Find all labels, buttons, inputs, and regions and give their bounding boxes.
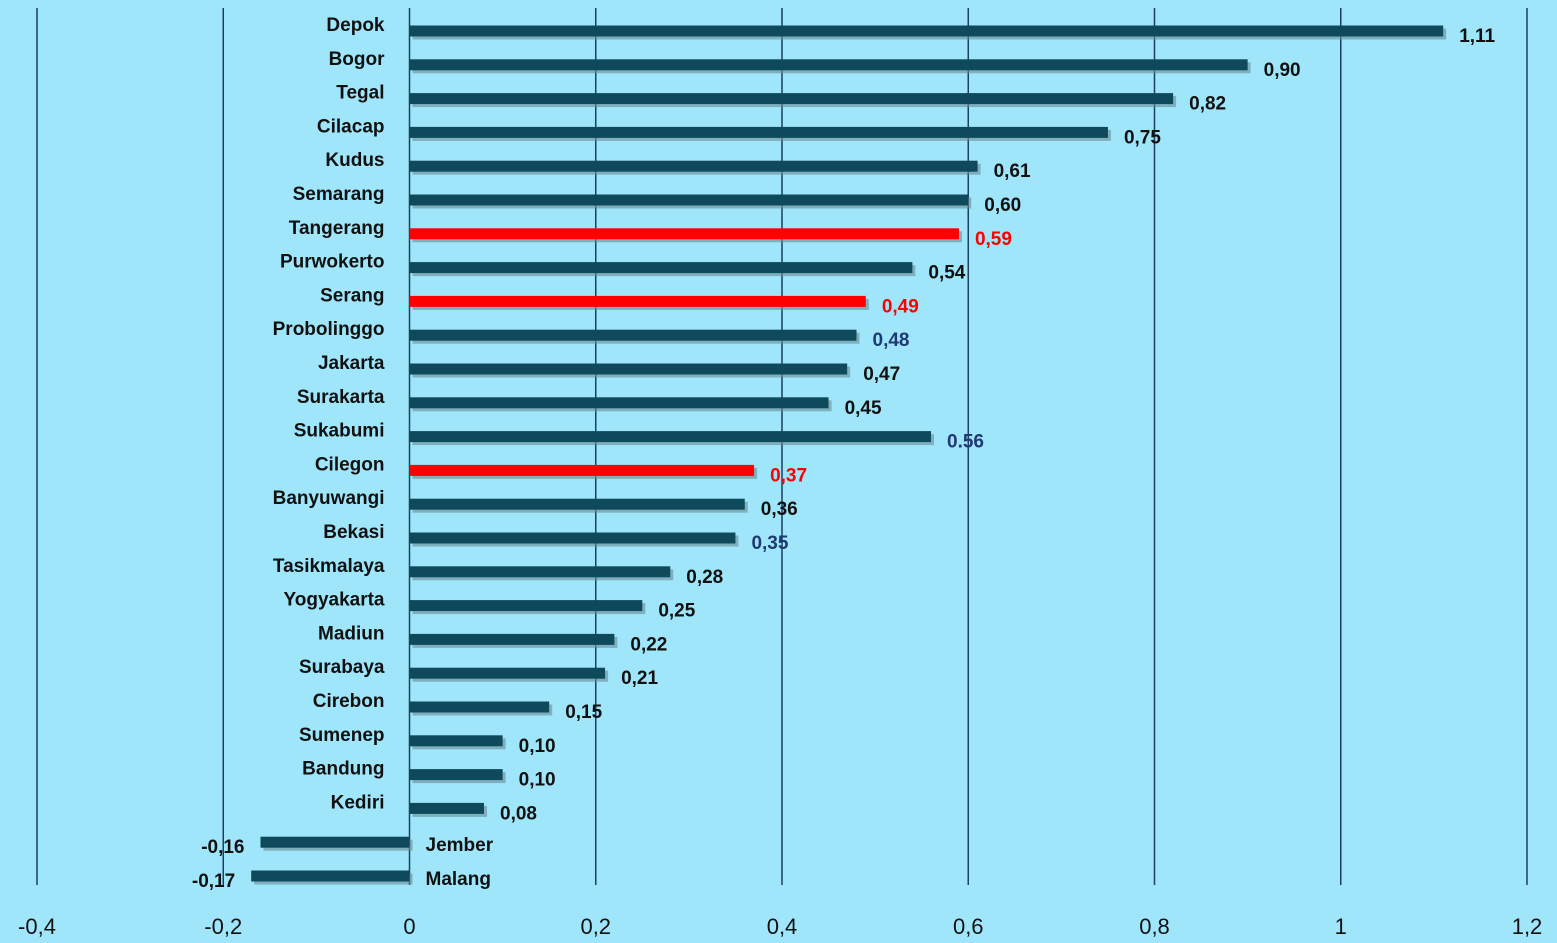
category-label: Purwokerto xyxy=(280,252,385,273)
bar xyxy=(409,667,606,679)
bar xyxy=(409,735,503,747)
category-label: Surakarta xyxy=(297,387,385,408)
bar xyxy=(409,363,848,375)
value-label: 0,10 xyxy=(519,736,556,757)
x-tick-label: -0,2 xyxy=(204,914,242,939)
category-label: Madiun xyxy=(318,623,385,644)
bar xyxy=(409,126,1108,138)
value-label: 0,48 xyxy=(873,330,910,351)
bar xyxy=(409,295,866,307)
x-tick-label: 0 xyxy=(403,914,415,939)
category-label: Sumenep xyxy=(299,725,385,746)
value-label: -0,17 xyxy=(192,871,235,892)
value-label: 0,60 xyxy=(984,195,1021,216)
category-label: Tangerang xyxy=(289,218,385,239)
value-label: 0,54 xyxy=(928,263,965,284)
bar xyxy=(409,701,550,713)
category-label: Banyuwangi xyxy=(273,488,385,509)
value-label: 0,15 xyxy=(565,702,602,723)
category-label: Cilegon xyxy=(315,454,385,475)
bar xyxy=(251,870,410,882)
category-label: Surabaya xyxy=(299,657,385,678)
category-label: Bekasi xyxy=(323,522,384,543)
category-label: Tasikmalaya xyxy=(273,556,385,577)
bar xyxy=(409,498,745,510)
x-tick-label: 0,4 xyxy=(767,914,798,939)
value-label: 1,11 xyxy=(1459,26,1495,47)
value-label: 0.56 xyxy=(947,432,984,453)
category-label: Probolinggo xyxy=(273,319,385,340)
bar xyxy=(409,397,829,409)
bar xyxy=(409,59,1248,71)
bar xyxy=(409,431,931,443)
category-label: Yogyakarta xyxy=(283,590,384,611)
category-label: Sukabumi xyxy=(294,421,385,442)
category-label: Kediri xyxy=(331,792,385,813)
value-label: 0,75 xyxy=(1124,127,1161,148)
bar xyxy=(409,769,503,781)
value-label: 0,45 xyxy=(845,398,882,419)
bar xyxy=(409,600,643,612)
x-tick-label: 0,2 xyxy=(580,914,611,939)
value-label: 0,61 xyxy=(994,161,1031,182)
value-label: 0,08 xyxy=(500,803,537,824)
category-label: Cirebon xyxy=(313,691,385,712)
bar xyxy=(409,160,978,172)
value-label: 0,22 xyxy=(630,634,667,655)
value-label: 0,49 xyxy=(882,296,919,317)
category-label: Jember xyxy=(426,835,494,856)
bar xyxy=(409,194,969,206)
value-label: 0,28 xyxy=(686,567,723,588)
x-tick-label: -0,4 xyxy=(18,914,56,939)
category-label: Jakarta xyxy=(318,353,385,374)
category-label: Serang xyxy=(320,285,384,306)
category-label: Semarang xyxy=(293,184,385,205)
bar xyxy=(409,532,736,544)
value-label: 0,21 xyxy=(621,668,658,689)
value-label: 0,90 xyxy=(1264,60,1301,81)
bar xyxy=(409,25,1444,37)
value-label: -0,16 xyxy=(201,837,244,858)
value-label: 0,36 xyxy=(761,499,798,520)
value-label: 0,10 xyxy=(519,770,556,791)
x-tick-label: 0,6 xyxy=(953,914,984,939)
category-label: Kudus xyxy=(325,150,384,171)
bar xyxy=(409,802,484,814)
category-label: Depok xyxy=(326,15,385,36)
category-label: Malang xyxy=(426,869,491,890)
bar xyxy=(409,566,671,578)
x-tick-label: 1 xyxy=(1335,914,1347,939)
value-label: 0,25 xyxy=(658,601,695,622)
bar xyxy=(409,329,857,341)
bar xyxy=(409,633,615,645)
x-tick-label: 0,8 xyxy=(1139,914,1170,939)
bar xyxy=(409,228,959,240)
category-label: Tegal xyxy=(336,83,384,104)
value-label: 0,47 xyxy=(863,364,900,385)
bar xyxy=(409,93,1174,105)
value-label: 0,82 xyxy=(1189,94,1226,115)
bar xyxy=(260,836,410,848)
category-label: Bandung xyxy=(302,759,384,780)
bar xyxy=(409,262,913,274)
category-label: Cilacap xyxy=(317,116,385,137)
value-label: 0,59 xyxy=(975,229,1012,250)
bar xyxy=(409,464,755,476)
value-label: 0,37 xyxy=(770,465,807,486)
category-label: Bogor xyxy=(329,49,386,70)
x-tick-label: 1,2 xyxy=(1512,914,1543,939)
value-label: 0,35 xyxy=(751,533,788,554)
